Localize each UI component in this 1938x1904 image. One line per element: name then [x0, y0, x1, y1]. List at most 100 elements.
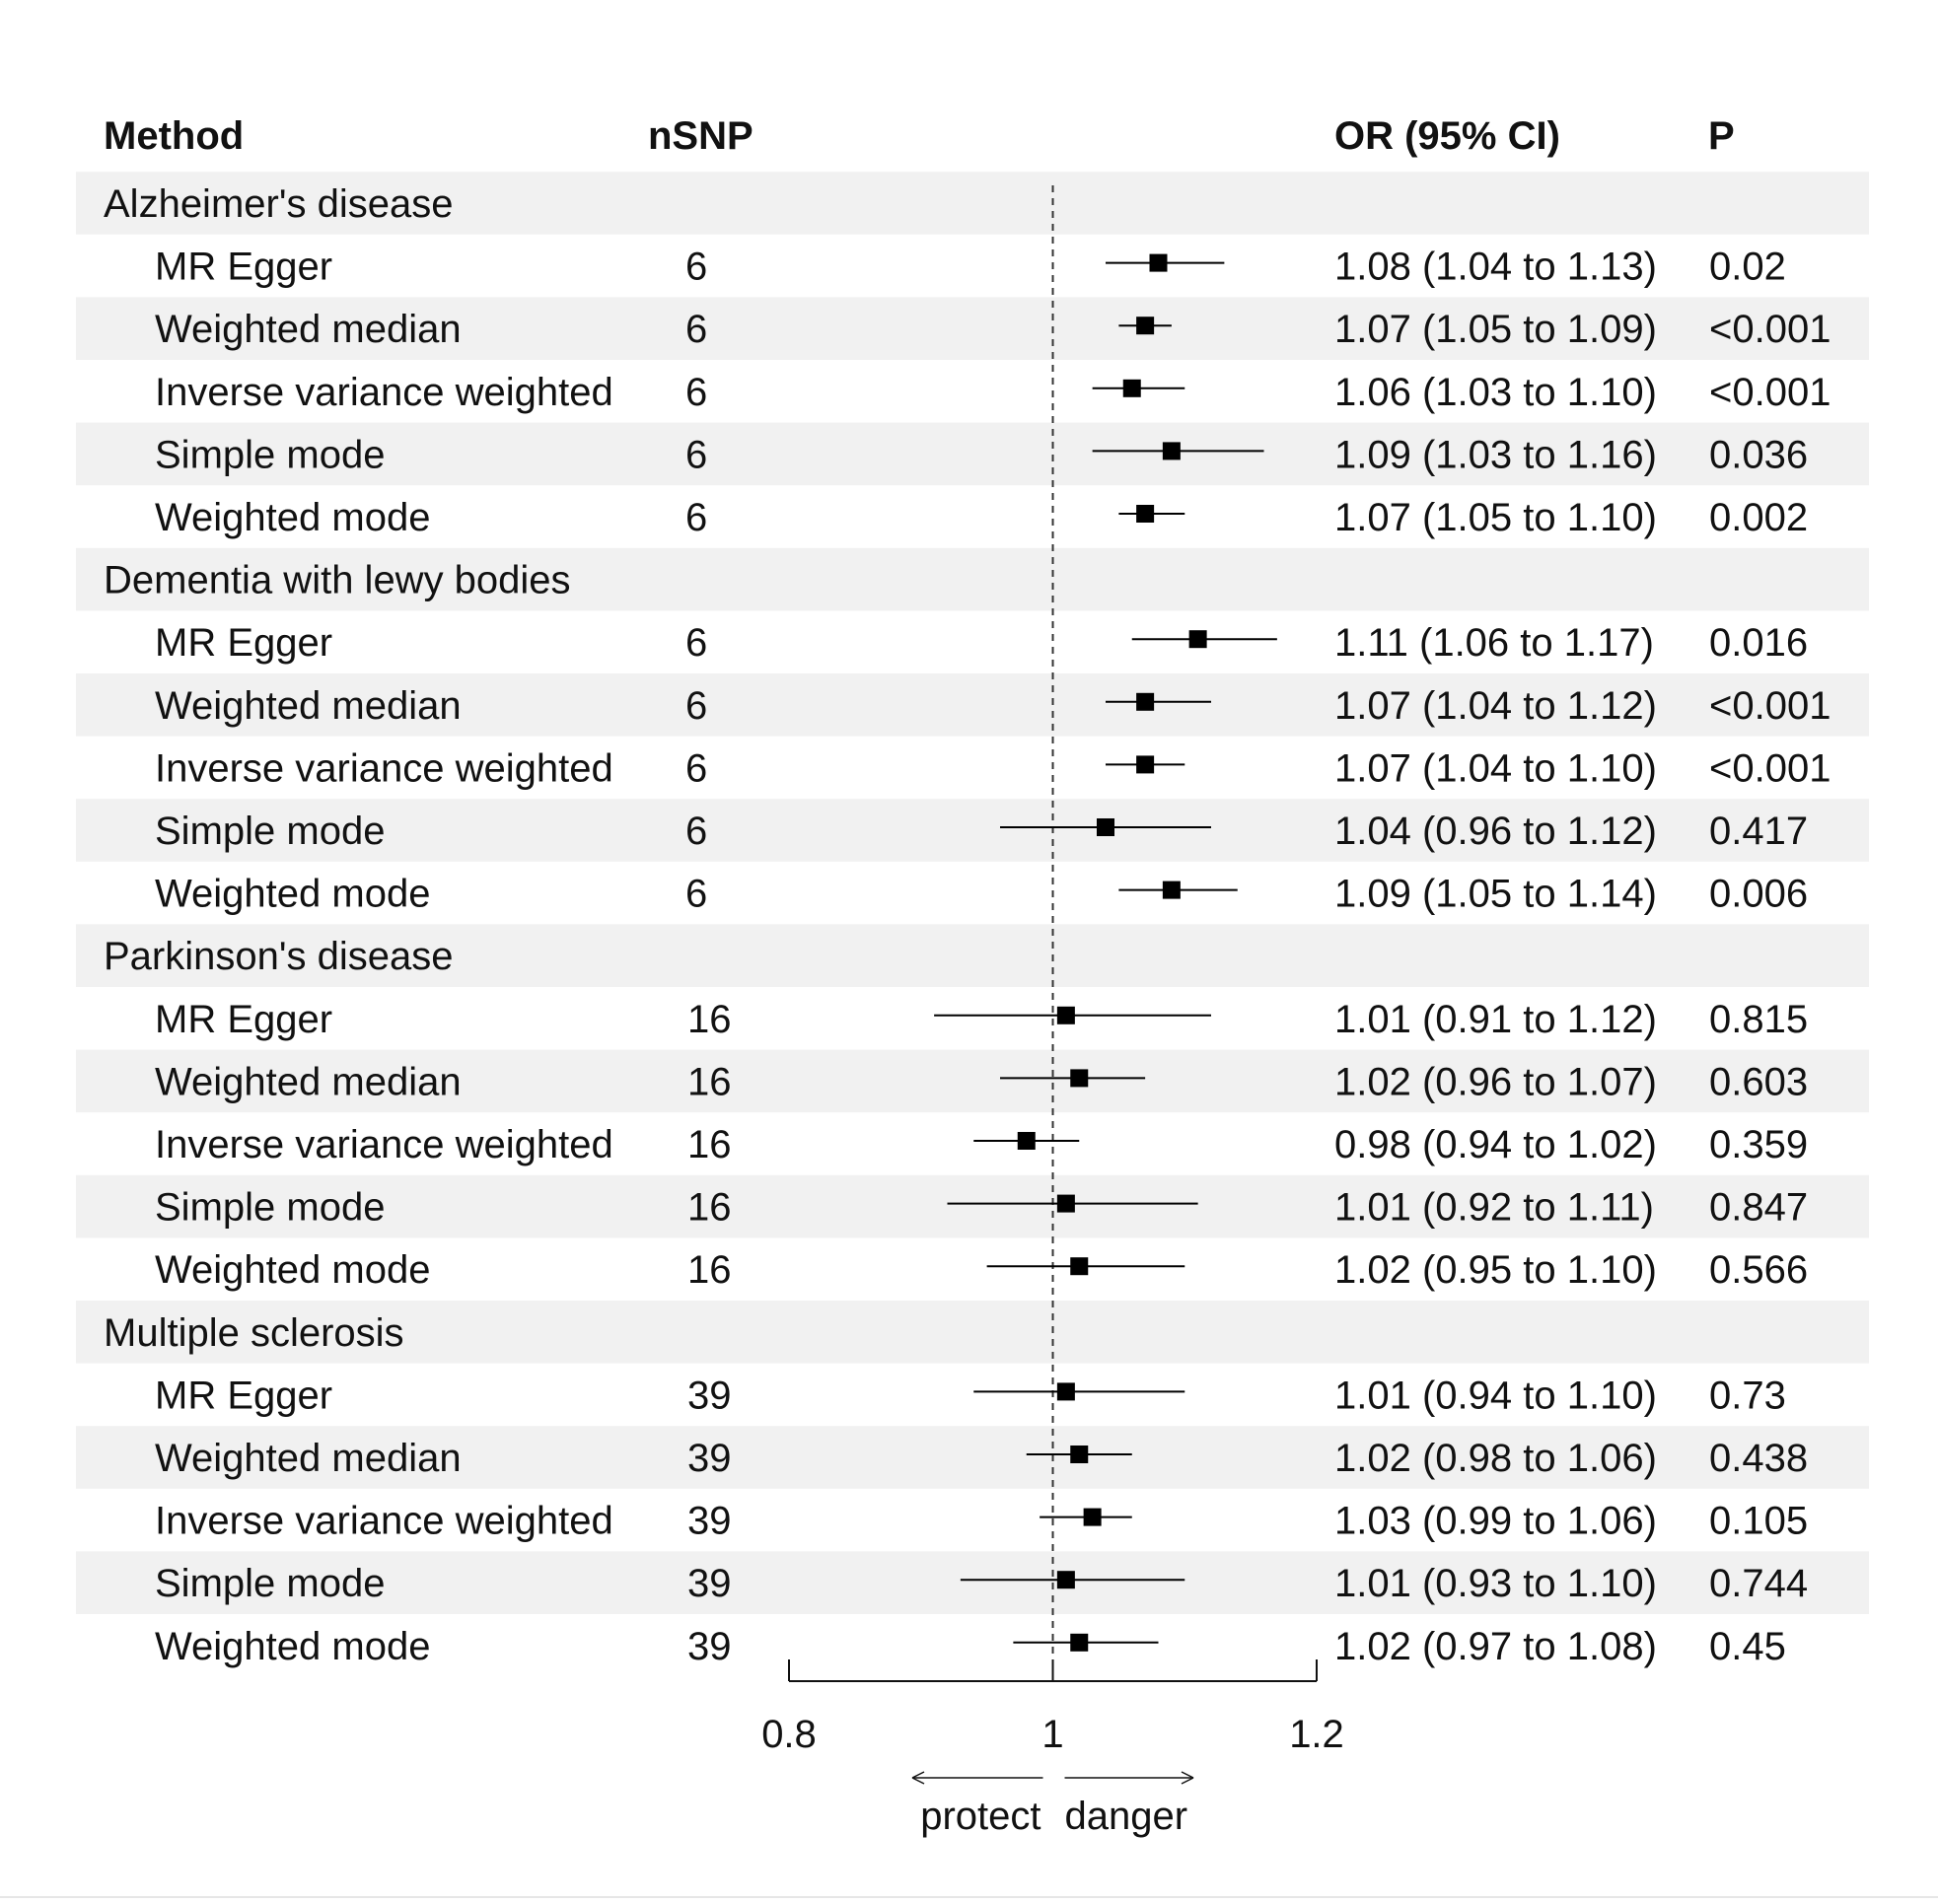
or-ci-text: 1.04 (0.96 to 1.12) [1334, 810, 1657, 853]
group-label: Parkinson's disease [104, 935, 454, 978]
danger-arrowhead-icon [1181, 1771, 1194, 1785]
or-ci-text: 1.08 (1.04 to 1.13) [1334, 246, 1657, 289]
nsnp-value: 6 [685, 246, 707, 289]
method-label: Inverse variance weighted [155, 746, 613, 790]
nsnp-value: 39 [687, 1437, 732, 1480]
danger-label: danger [1065, 1795, 1188, 1838]
p-value: 0.45 [1709, 1625, 1786, 1668]
nsnp-value: 16 [687, 998, 732, 1041]
p-value: <0.001 [1709, 684, 1830, 728]
table-header: Method nSNP OR (95% CI) P [104, 114, 1735, 158]
row-stripe [76, 1301, 1869, 1364]
nsnp-value: 6 [685, 433, 707, 476]
nsnp-value: 16 [687, 1248, 732, 1292]
or-ci-text: 1.02 (0.96 to 1.07) [1334, 1060, 1657, 1103]
or-ci-text: 1.02 (0.95 to 1.10) [1334, 1248, 1657, 1292]
row-stripe [76, 1426, 1869, 1489]
method-label: Simple mode [155, 433, 385, 476]
p-value: 0.815 [1709, 998, 1808, 1041]
point-estimate [1070, 1257, 1089, 1276]
p-value: 0.744 [1709, 1562, 1808, 1605]
nsnp-value: 6 [685, 810, 707, 853]
method-label: Simple mode [155, 810, 385, 853]
protect-label: protect [920, 1795, 1041, 1838]
point-estimate [1056, 1382, 1075, 1401]
point-estimate [1162, 881, 1181, 899]
nsnp-value: 16 [687, 1186, 732, 1230]
point-estimate [1149, 253, 1168, 272]
method-label: Inverse variance weighted [155, 1500, 613, 1543]
method-label: Simple mode [155, 1562, 385, 1605]
method-label: Weighted median [155, 1060, 462, 1103]
or-ci-text: 1.03 (0.99 to 1.06) [1334, 1500, 1657, 1543]
point-estimate [1070, 1633, 1089, 1652]
row-stripe [76, 1049, 1869, 1113]
group-label: Alzheimer's disease [104, 182, 453, 226]
point-estimate [1136, 505, 1155, 523]
method-label: Weighted median [155, 684, 462, 728]
nsnp-value: 39 [687, 1625, 732, 1668]
p-value: 0.417 [1709, 810, 1808, 853]
x-axis: 0.8 1 1.2 protect danger [0, 1659, 1938, 1898]
or-ci-text: 1.02 (0.97 to 1.08) [1334, 1625, 1657, 1668]
header-nsnp: nSNP [648, 114, 754, 158]
point-estimate [1136, 317, 1155, 335]
forest-marks [934, 253, 1277, 1652]
method-label: Weighted median [155, 1437, 462, 1480]
nsnp-value: 16 [687, 1123, 732, 1166]
header-or: OR (95% CI) [1334, 114, 1560, 158]
or-ci-text: 1.07 (1.05 to 1.09) [1334, 308, 1657, 351]
method-label: MR Egger [155, 246, 332, 289]
row-stripe [76, 799, 1869, 862]
p-value: 0.016 [1709, 621, 1808, 665]
nsnp-value: 39 [687, 1562, 732, 1605]
point-estimate [1083, 1508, 1102, 1526]
p-value: 0.006 [1709, 873, 1808, 916]
point-estimate [1017, 1132, 1036, 1150]
point-estimate [1056, 1571, 1075, 1589]
point-estimate [1070, 1069, 1089, 1088]
p-value: <0.001 [1709, 308, 1830, 351]
nsnp-value: 6 [685, 873, 707, 916]
method-label: Weighted mode [155, 1248, 430, 1292]
p-value: <0.001 [1709, 371, 1830, 414]
point-estimate [1136, 692, 1155, 711]
or-ci-text: 1.02 (0.98 to 1.06) [1334, 1437, 1657, 1480]
p-value: 0.566 [1709, 1248, 1808, 1292]
row-stripe [76, 172, 1869, 235]
method-label: MR Egger [155, 621, 332, 665]
group-label: Dementia with lewy bodies [104, 559, 571, 602]
x-tick-label: 0.8 [761, 1713, 817, 1756]
row-stripe [76, 1174, 1869, 1238]
p-value: 0.02 [1709, 246, 1786, 289]
nsnp-value: 6 [685, 496, 707, 539]
table-rows: Alzheimer's disease MR Egger 6 1.08 (1.04 t… [104, 182, 1830, 1668]
row-stripe [76, 1551, 1869, 1614]
p-value: 0.036 [1709, 433, 1808, 476]
nsnp-value: 6 [685, 308, 707, 351]
row-stripe [76, 297, 1869, 360]
or-ci-text: 1.07 (1.05 to 1.10) [1334, 496, 1657, 539]
method-label: MR Egger [155, 1374, 332, 1417]
p-value: 0.73 [1709, 1374, 1786, 1417]
method-label: Inverse variance weighted [155, 371, 613, 414]
point-estimate [1162, 442, 1181, 460]
nsnp-value: 39 [687, 1374, 732, 1417]
or-ci-text: 1.07 (1.04 to 1.10) [1334, 746, 1657, 790]
nsnp-value: 16 [687, 1060, 732, 1103]
row-stripe [76, 422, 1869, 486]
or-ci-text: 1.01 (0.91 to 1.12) [1334, 998, 1657, 1041]
p-value: 0.438 [1709, 1437, 1808, 1480]
p-value: 0.105 [1709, 1500, 1808, 1543]
nsnp-value: 6 [685, 621, 707, 665]
or-ci-text: 1.06 (1.03 to 1.10) [1334, 371, 1657, 414]
header-method: Method [104, 114, 244, 158]
or-ci-text: 1.07 (1.04 to 1.12) [1334, 684, 1657, 728]
point-estimate [1070, 1446, 1089, 1463]
method-label: Weighted median [155, 308, 462, 351]
point-estimate [1188, 630, 1207, 649]
row-stripe [76, 924, 1869, 987]
method-label: Weighted mode [155, 496, 430, 539]
point-estimate [1097, 818, 1114, 836]
